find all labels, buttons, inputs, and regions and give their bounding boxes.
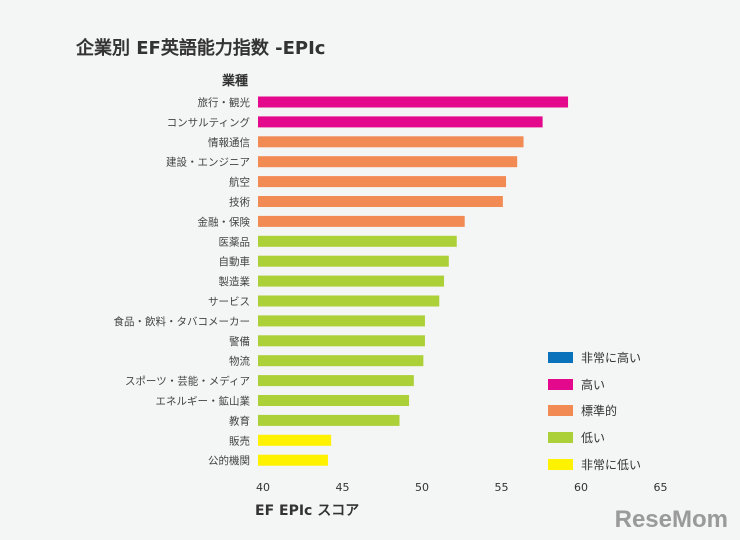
legend-swatch: [548, 351, 573, 363]
bar: [258, 414, 400, 426]
bar: [258, 375, 414, 387]
legend-label: 低い: [581, 430, 606, 445]
resemom-logo: ReseMom: [614, 506, 728, 533]
bar: [258, 215, 465, 227]
category-label: コンサルティング: [167, 116, 251, 129]
legend-item: 低い: [548, 424, 641, 451]
category-label: 航空: [229, 176, 250, 189]
legend-item: 標準的: [548, 397, 641, 424]
legend-label: 標準的: [581, 404, 618, 419]
bar: [258, 335, 425, 347]
legend-label: 非常に低い: [581, 457, 642, 472]
legend-swatch: [548, 405, 573, 417]
bar: [258, 196, 503, 207]
x-tick-label: 65: [654, 481, 668, 494]
bar: [258, 355, 424, 367]
legend-swatch: [548, 378, 573, 390]
legend-label: 非常に高い: [581, 350, 642, 365]
legend-swatch: [548, 458, 573, 470]
legend-label: 高い: [581, 377, 606, 392]
category-label: 自動車: [219, 255, 251, 268]
bar: [258, 116, 543, 128]
category-label: スポーツ・芸能・メディア: [125, 375, 250, 388]
category-label: 販売: [229, 434, 250, 447]
x-tick-label: 45: [336, 481, 350, 494]
category-label: サービス: [208, 296, 250, 308]
legend: 非常に高い高い標準的低い非常に低い: [548, 344, 641, 477]
bar: [258, 235, 457, 247]
x-tick-label: 55: [495, 481, 509, 494]
category-label: 教育: [229, 414, 250, 427]
category-label: 情報通信: [208, 136, 250, 149]
bar: [258, 275, 445, 287]
x-tick-label: 50: [415, 481, 429, 494]
bar: [258, 315, 425, 327]
category-label: 警備: [229, 335, 250, 348]
bar: [258, 255, 449, 267]
bar: [258, 136, 524, 148]
category-label: 製造業: [219, 275, 251, 288]
chart-title: 企業別 EF英語能力指数 -EPIc: [76, 38, 326, 59]
category-label: 旅行・観光: [198, 96, 251, 109]
category-label: 公的機関: [208, 454, 250, 467]
x-tick-label: 40: [256, 481, 270, 494]
x-tick-label: 60: [574, 481, 588, 494]
category-label: 建設・エンジニア: [166, 156, 250, 169]
bar: [258, 156, 518, 168]
bar: [258, 176, 507, 188]
bar: [258, 434, 332, 446]
category-label: 医薬品: [219, 236, 251, 248]
bar: [258, 454, 328, 466]
legend-swatch: [548, 431, 573, 443]
legend-item: 非常に高い: [548, 344, 641, 371]
bar: [258, 295, 440, 307]
bar: [258, 395, 410, 406]
category-label: 技術: [229, 196, 250, 209]
legend-item: 非常に低い: [548, 451, 641, 478]
y-axis-label: 業種: [222, 74, 249, 89]
category-label: 金融・保険: [198, 215, 251, 228]
category-label: エネルギー・鉱山業: [156, 395, 251, 408]
category-label: 物流: [229, 355, 250, 368]
bar: [258, 96, 569, 108]
x-axis-label: EF EPIc スコア: [255, 503, 360, 519]
legend-item: 高い: [548, 371, 641, 398]
category-label: 食品・飲料・タバコメーカー: [114, 315, 251, 328]
